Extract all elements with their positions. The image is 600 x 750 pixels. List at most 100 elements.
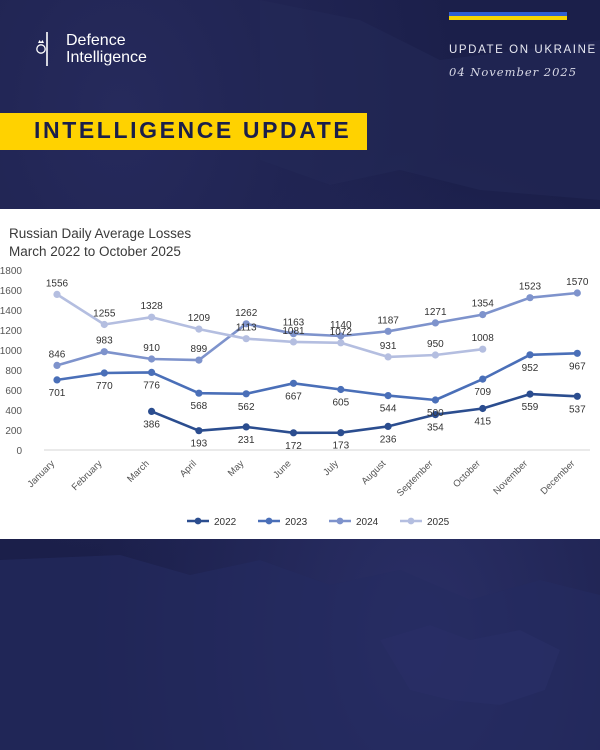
data-label-2025: 1255: [93, 309, 116, 320]
data-point-2024: [148, 355, 156, 363]
data-label-2022: 231: [238, 435, 255, 446]
data-label-2022: 236: [380, 434, 397, 445]
series-line-2022: [151, 392, 578, 435]
data-point-2023: [195, 389, 203, 397]
data-point-2024: [100, 348, 108, 356]
legend-marker-2024: [336, 517, 344, 525]
x-tick-label: March: [125, 458, 151, 484]
y-tick-label: 1400: [0, 306, 22, 317]
logo-line-1: Defence: [66, 32, 126, 49]
x-tick-label: December: [539, 458, 578, 497]
data-label-2025: 1328: [140, 301, 163, 312]
data-label-2023: 605: [332, 398, 349, 409]
data-point-2022: [526, 390, 534, 398]
data-label-2024: 983: [96, 336, 113, 347]
line-chart: 0 200 400 600 800 1000 1200 1400 1600 1800 January…: [0, 266, 590, 528]
data-point-2024: [479, 311, 487, 319]
data-label-2024: 1570: [566, 277, 589, 288]
x-tick-label: September: [395, 458, 436, 499]
ukraine-flag-stripe: [449, 12, 567, 20]
data-label-2023: 967: [569, 361, 586, 372]
y-tick-label: 400: [5, 406, 22, 417]
data-point-2025: [337, 339, 345, 347]
x-tick-label: January: [25, 458, 57, 490]
data-point-2022: [479, 404, 487, 413]
series-line-2023: [56, 352, 578, 402]
data-point-2022: [573, 392, 581, 400]
chart-panel: Russian Daily Average Losses March 2022 …: [0, 209, 600, 539]
y-tick-label: 0: [16, 446, 22, 457]
y-tick-label: 1000: [0, 346, 22, 357]
x-tick-label: August: [360, 458, 389, 487]
legend-marker-2023: [265, 517, 273, 525]
x-tick-label: April: [178, 458, 199, 479]
data-point-2023: [526, 351, 534, 359]
data-label-2023: 770: [96, 381, 113, 392]
legend-label-2022: 2022: [214, 517, 237, 528]
data-label-2023: 952: [522, 363, 539, 374]
data-label-2022: 415: [474, 417, 491, 428]
crest-icon: [36, 32, 48, 66]
data-label-2022: 386: [143, 419, 160, 430]
data-point-2025: [431, 351, 439, 359]
data-label-2024: 910: [143, 343, 160, 354]
x-tick-label: October: [451, 458, 483, 490]
data-point-2023: [384, 392, 392, 400]
data-point-2023: [479, 375, 487, 383]
series-line-2024: [56, 291, 578, 367]
intelligence-update-banner: INTELLIGENCE UPDATE: [0, 113, 367, 150]
data-point-2025: [289, 338, 298, 346]
data-label-2025: 950: [427, 339, 444, 350]
data-label-2022: 537: [569, 404, 586, 415]
data-point-2025: [479, 345, 487, 353]
data-point-2023: [100, 369, 108, 377]
data-label-2025: 1081: [282, 326, 305, 337]
data-label-2022: 559: [522, 402, 539, 413]
data-label-2023: 709: [474, 387, 491, 398]
data-label-2024: 1523: [519, 282, 542, 293]
data-label-2025: 1072: [330, 327, 353, 338]
series-line-2025: [56, 293, 483, 359]
data-point-2022: [242, 423, 250, 431]
legend-marker-2025: [407, 517, 415, 525]
update-date: 04 November 2025: [449, 65, 578, 79]
banner-text: INTELLIGENCE UPDATE: [34, 117, 352, 143]
data-label-2024: 1354: [472, 299, 495, 310]
x-tick-label: May: [226, 458, 247, 479]
data-point-2025: [100, 320, 108, 329]
data-point-2024: [242, 320, 250, 328]
data-point-2024: [384, 327, 392, 335]
data-point-2025: [384, 353, 392, 361]
data-point-2023: [431, 396, 439, 404]
defence-intelligence-logo: Defence Intelligence: [36, 32, 147, 66]
data-point-2025: [148, 313, 156, 321]
data-point-2024: [526, 294, 534, 302]
data-point-2024: [53, 361, 61, 369]
data-label-2023: 544: [380, 404, 397, 415]
data-label-2024: 1140: [330, 320, 352, 331]
legend-label-2024: 2024: [356, 517, 379, 528]
data-label-2024: 846: [49, 349, 66, 360]
data-point-2024: [195, 356, 203, 364]
data-label-2023: 776: [143, 380, 160, 391]
data-point-2023: [337, 385, 345, 394]
y-tick-label: 200: [5, 426, 22, 437]
data-label-2024: 1187: [377, 315, 399, 326]
data-label-2024: 899: [191, 344, 208, 355]
y-tick-label: 1600: [0, 286, 22, 297]
y-tick-label: 1200: [0, 326, 22, 337]
data-label-2023: 701: [49, 388, 66, 399]
data-label-2022: 173: [332, 441, 349, 452]
data-point-2022: [337, 429, 345, 437]
data-point-2022: [384, 422, 392, 430]
legend-marker-2022: [194, 517, 202, 525]
legend-label-2023: 2023: [285, 517, 308, 528]
chart-title: Russian Daily Average Losses: [9, 226, 192, 241]
data-point-2022: [195, 427, 203, 435]
data-point-2023: [53, 376, 61, 384]
logo-line-2: Intelligence: [66, 49, 147, 66]
data-label-2024: 1271: [424, 307, 447, 318]
data-point-2025: [242, 335, 250, 343]
chart-subtitle: March 2022 to October 2025: [9, 244, 181, 259]
